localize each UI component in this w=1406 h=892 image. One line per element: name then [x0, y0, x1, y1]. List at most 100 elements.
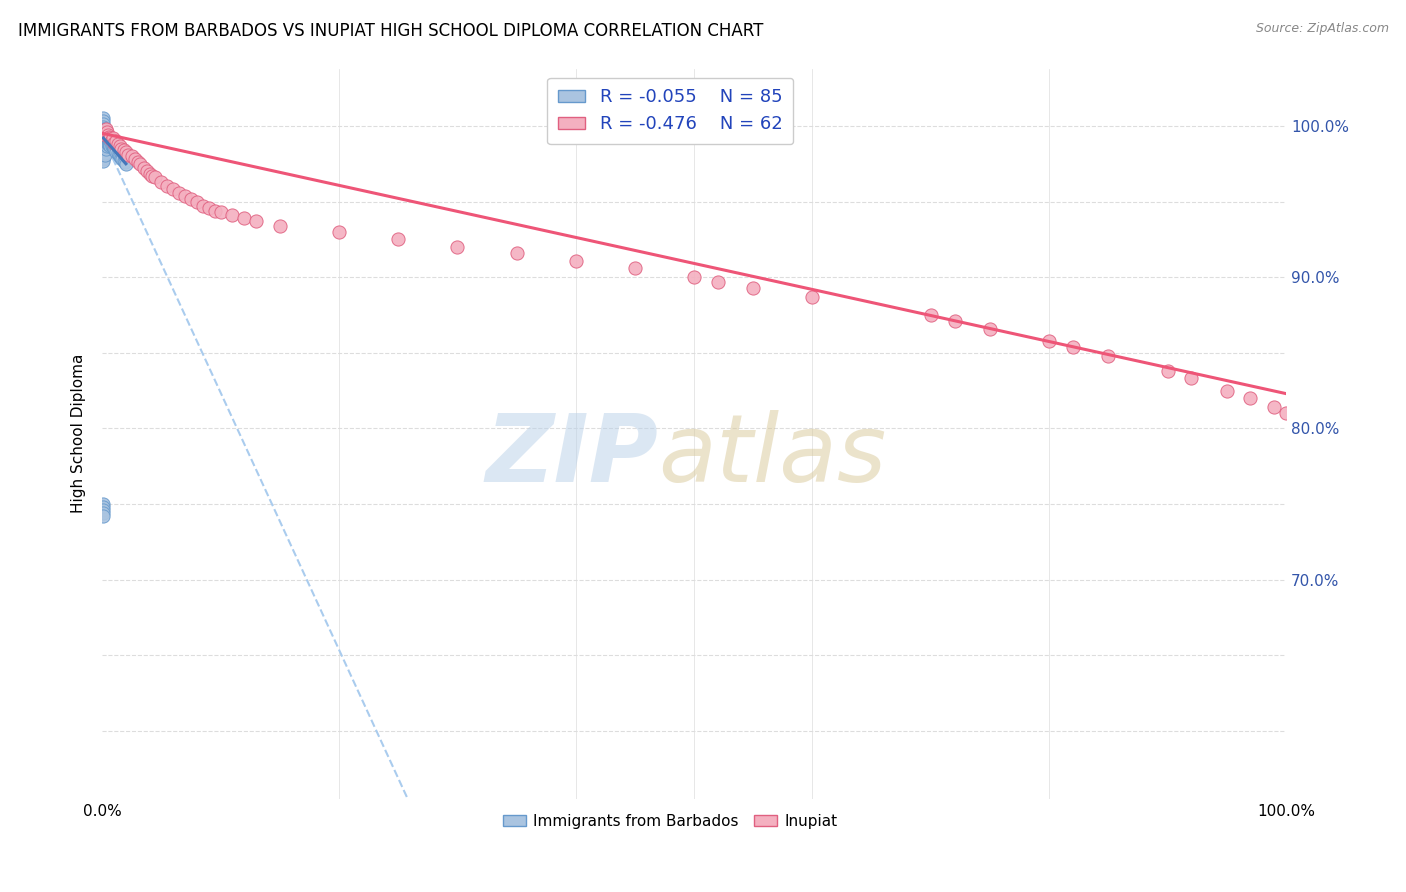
- Point: [93, 147, 115, 161]
- Point: [93, 137, 115, 152]
- Point: [624, 261, 647, 276]
- Point: [108, 138, 131, 153]
- Point: [94, 136, 117, 150]
- Point: [943, 314, 966, 328]
- Point: [93, 134, 115, 148]
- Point: [93, 136, 115, 150]
- Point: [98, 136, 121, 150]
- Point: [145, 170, 167, 185]
- Point: [105, 134, 128, 148]
- Point: [93, 147, 115, 161]
- Point: [93, 128, 115, 142]
- Point: [93, 125, 115, 139]
- Point: [801, 290, 824, 304]
- Point: [174, 188, 197, 202]
- Point: [564, 253, 586, 268]
- Point: [93, 137, 115, 152]
- Text: atlas: atlas: [658, 410, 887, 501]
- Point: [221, 208, 243, 222]
- Point: [94, 142, 117, 156]
- Text: ZIP: ZIP: [485, 409, 658, 501]
- Point: [93, 127, 115, 141]
- Point: [96, 138, 118, 153]
- Point: [93, 143, 115, 157]
- Point: [104, 143, 127, 157]
- Point: [191, 199, 214, 213]
- Point: [97, 137, 120, 152]
- Point: [93, 127, 115, 141]
- Point: [93, 120, 115, 135]
- Point: [162, 182, 184, 196]
- Point: [742, 281, 765, 295]
- Point: [93, 153, 115, 168]
- Point: [94, 127, 117, 141]
- Point: [97, 134, 120, 148]
- Point: [93, 153, 115, 167]
- Point: [96, 136, 118, 150]
- Point: [93, 129, 115, 144]
- Text: Source: ZipAtlas.com: Source: ZipAtlas.com: [1256, 22, 1389, 36]
- Point: [101, 138, 124, 153]
- Point: [94, 122, 117, 136]
- Point: [387, 232, 409, 246]
- Point: [245, 214, 267, 228]
- Point: [706, 275, 728, 289]
- Point: [100, 132, 122, 146]
- Point: [93, 142, 115, 156]
- Point: [112, 153, 135, 168]
- Point: [127, 155, 149, 169]
- Point: [98, 129, 121, 144]
- Point: [150, 175, 173, 189]
- Point: [107, 137, 129, 152]
- Point: [114, 155, 136, 169]
- Point: [101, 131, 124, 145]
- Point: [328, 225, 350, 239]
- Point: [186, 194, 208, 209]
- Point: [167, 186, 190, 200]
- Point: [117, 147, 139, 161]
- Point: [93, 500, 115, 514]
- Point: [115, 145, 138, 159]
- Point: [96, 137, 118, 152]
- Point: [121, 149, 143, 163]
- Point: [1062, 340, 1084, 354]
- Point: [96, 125, 118, 139]
- Point: [93, 151, 115, 165]
- Point: [1156, 364, 1178, 378]
- Point: [93, 142, 115, 156]
- Point: [1180, 371, 1202, 385]
- Point: [94, 134, 117, 148]
- Point: [100, 137, 122, 152]
- Point: [1097, 349, 1119, 363]
- Point: [103, 142, 125, 156]
- Point: [93, 125, 115, 139]
- Point: [97, 128, 120, 142]
- Point: [100, 138, 122, 153]
- Point: [93, 122, 115, 136]
- Point: [93, 138, 115, 153]
- Point: [93, 497, 115, 511]
- Point: [93, 122, 115, 136]
- Point: [93, 132, 115, 146]
- Point: [94, 132, 117, 146]
- Point: [100, 136, 122, 150]
- Point: [446, 240, 468, 254]
- Point: [141, 169, 163, 183]
- Point: [98, 137, 121, 152]
- Point: [96, 132, 118, 146]
- Point: [111, 153, 134, 167]
- Point: [103, 140, 125, 154]
- Point: [1216, 384, 1239, 398]
- Point: [110, 151, 132, 165]
- Point: [197, 201, 219, 215]
- Point: [1275, 406, 1298, 420]
- Point: [93, 509, 115, 524]
- Point: [108, 149, 131, 163]
- Point: [100, 131, 122, 145]
- Point: [110, 142, 132, 156]
- Point: [93, 149, 115, 163]
- Point: [683, 270, 706, 285]
- Text: IMMIGRANTS FROM BARBADOS VS INUPIAT HIGH SCHOOL DIPLOMA CORRELATION CHART: IMMIGRANTS FROM BARBADOS VS INUPIAT HIGH…: [18, 22, 763, 40]
- Point: [269, 219, 291, 233]
- Point: [93, 131, 115, 145]
